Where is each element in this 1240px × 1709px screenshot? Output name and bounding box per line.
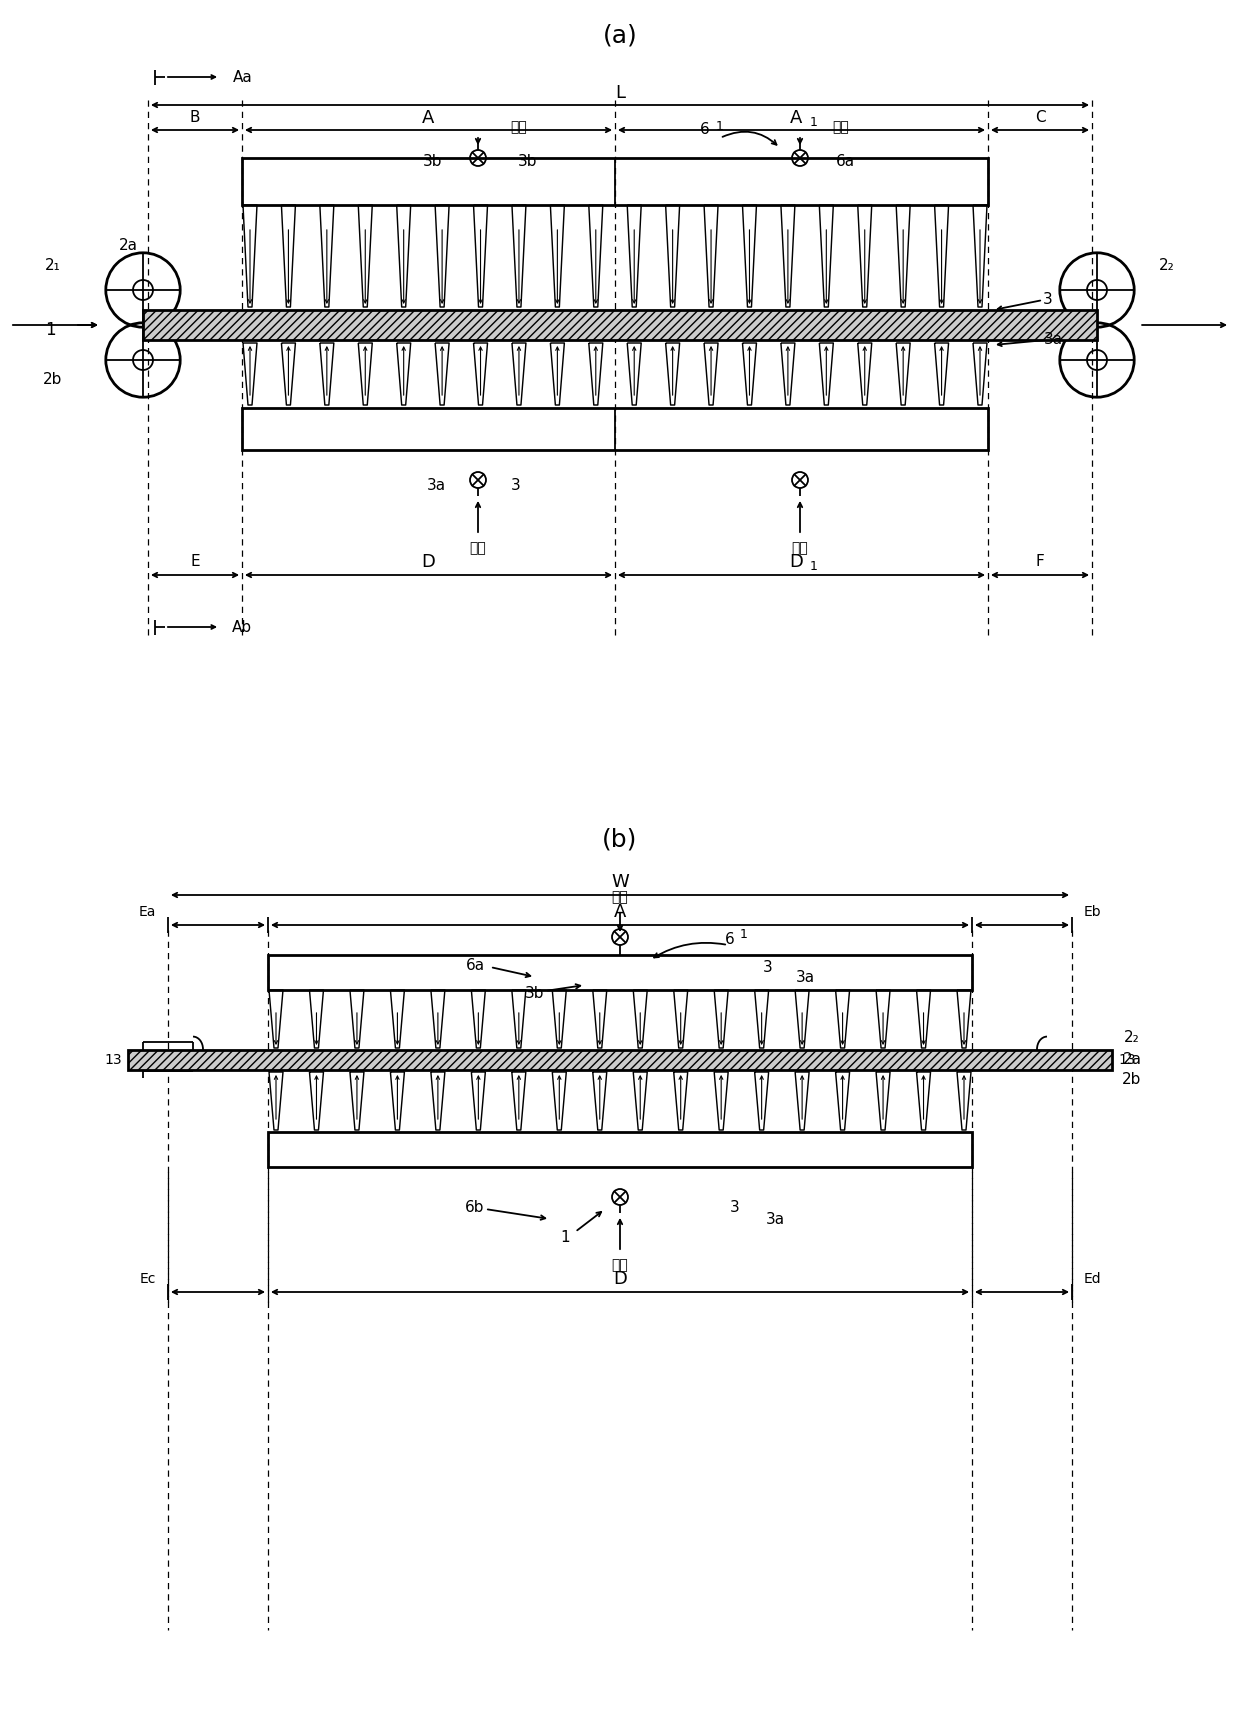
Text: 6: 6 — [725, 933, 735, 947]
Text: 3: 3 — [730, 1200, 740, 1215]
Text: 3a: 3a — [427, 477, 445, 492]
Text: 1: 1 — [740, 928, 748, 942]
Text: D: D — [613, 1270, 627, 1289]
Bar — [242, 408, 988, 449]
Text: 3: 3 — [763, 959, 773, 974]
Bar — [242, 157, 988, 205]
Text: 2b: 2b — [1122, 1073, 1142, 1087]
Text: 3: 3 — [511, 477, 521, 492]
Text: (b): (b) — [603, 827, 637, 853]
Text: W: W — [611, 873, 629, 890]
Text: 6a: 6a — [465, 957, 485, 972]
Text: A: A — [790, 109, 802, 126]
Text: 冷媒: 冷媒 — [611, 890, 629, 904]
Text: 1: 1 — [810, 559, 817, 573]
Text: 冷媒: 冷媒 — [470, 542, 486, 555]
Text: 13: 13 — [1118, 1053, 1136, 1066]
Text: 13: 13 — [104, 1053, 122, 1066]
Text: A: A — [614, 902, 626, 921]
Text: 2b: 2b — [43, 373, 63, 388]
Text: 2₂: 2₂ — [1159, 258, 1174, 272]
Bar — [128, 1049, 1112, 1070]
Text: 2a: 2a — [119, 238, 138, 253]
Text: D: D — [422, 554, 435, 571]
Text: A: A — [423, 109, 435, 126]
Text: Ab: Ab — [232, 619, 252, 634]
Text: 6a: 6a — [836, 154, 854, 169]
Text: D: D — [790, 554, 804, 571]
Text: 1: 1 — [810, 116, 817, 128]
Text: 1: 1 — [45, 321, 56, 338]
Text: 冷媒: 冷媒 — [611, 1258, 629, 1271]
Text: 3b: 3b — [526, 986, 544, 1000]
Text: 冷媒: 冷媒 — [510, 120, 527, 133]
Text: Eb: Eb — [1084, 906, 1101, 919]
Text: 1: 1 — [715, 120, 724, 133]
Text: 3b: 3b — [518, 154, 538, 169]
Text: 3a: 3a — [1043, 333, 1063, 347]
Text: L: L — [615, 84, 625, 103]
Text: C: C — [1034, 111, 1045, 125]
Text: Aa: Aa — [233, 70, 253, 84]
Text: 1: 1 — [560, 1229, 570, 1244]
Text: 6: 6 — [701, 123, 709, 137]
Bar — [143, 309, 1097, 340]
Text: 2₂: 2₂ — [1125, 1031, 1140, 1046]
Text: E: E — [190, 554, 200, 569]
Text: 2a: 2a — [1122, 1053, 1142, 1068]
Text: Ea: Ea — [139, 906, 156, 919]
Text: 3b: 3b — [423, 154, 443, 169]
Text: F: F — [1035, 554, 1044, 569]
Text: 3: 3 — [1043, 292, 1053, 308]
Text: Ec: Ec — [140, 1271, 156, 1285]
Text: 3a: 3a — [795, 969, 815, 984]
Text: 冷媒: 冷媒 — [832, 120, 848, 133]
Text: 3a: 3a — [765, 1212, 785, 1227]
Bar — [268, 955, 972, 990]
Bar — [268, 1131, 972, 1167]
Text: 冷媒: 冷媒 — [791, 542, 808, 555]
Text: 2₁: 2₁ — [45, 258, 61, 272]
Text: Ed: Ed — [1084, 1271, 1101, 1285]
Text: 6b: 6b — [465, 1200, 485, 1215]
Text: B: B — [190, 111, 200, 125]
Text: (a): (a) — [603, 22, 637, 48]
